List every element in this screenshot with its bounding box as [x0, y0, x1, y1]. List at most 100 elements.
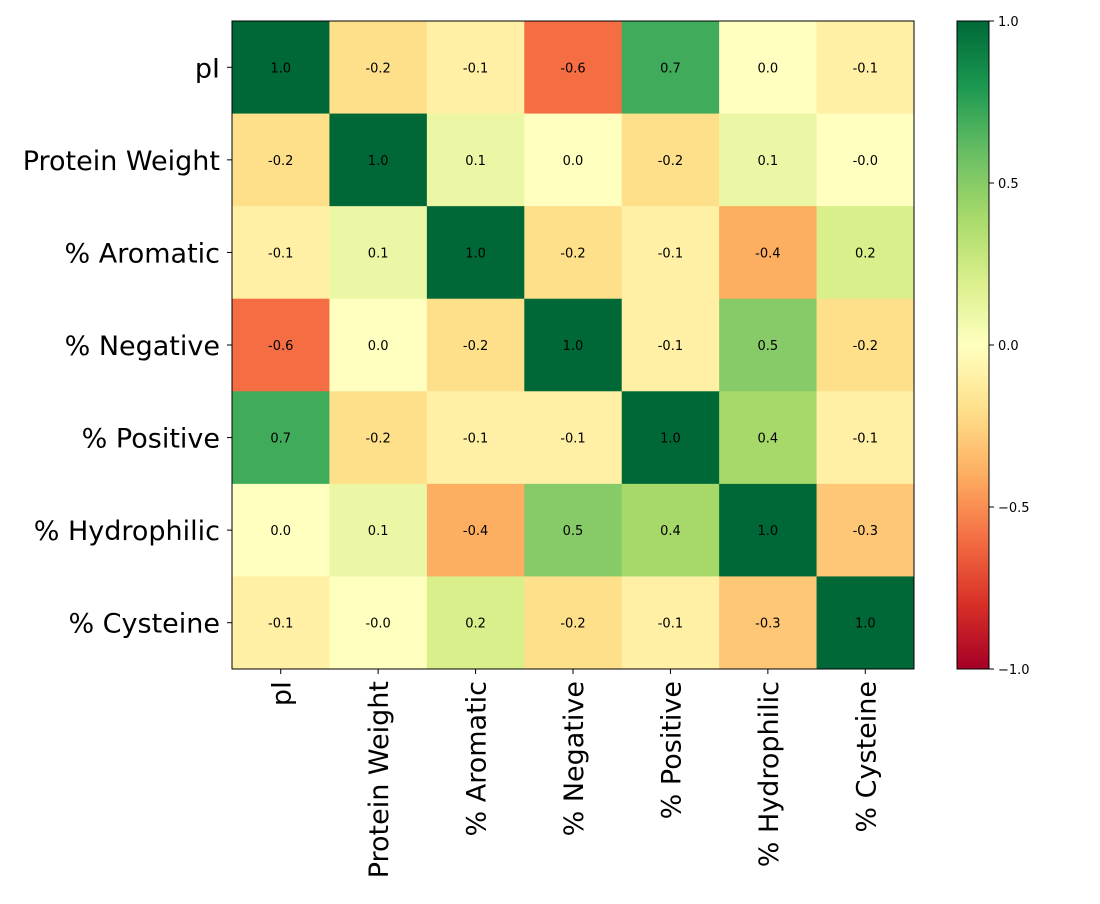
cell-value-label: -0.4 — [755, 246, 780, 261]
cell-value-label: -0.2 — [560, 617, 585, 632]
cell-value-label: -0.1 — [560, 432, 585, 447]
cell-value-label: 0.1 — [758, 154, 779, 169]
column-label: % Aromatic — [462, 681, 493, 837]
heatmap-cell — [524, 206, 623, 300]
heatmap-cell — [719, 576, 818, 670]
column-label: Protein Weight — [364, 681, 395, 878]
cell-value-label: 1.0 — [660, 432, 681, 447]
heatmap-cell — [524, 113, 623, 207]
heatmap-cell — [816, 21, 915, 115]
cell-value-label: -0.6 — [560, 61, 585, 76]
cell-value-label: -0.2 — [365, 432, 390, 447]
row-label: % Cysteine — [68, 609, 220, 640]
cell-value-label: -0.3 — [853, 524, 878, 539]
heatmap-cell — [621, 391, 720, 485]
heatmap-cell — [426, 391, 525, 485]
heatmap-cell — [621, 113, 720, 207]
cell-value-label: 0.5 — [758, 339, 779, 354]
heatmap-cell — [426, 206, 525, 300]
cell-value-label: -0.2 — [365, 61, 390, 76]
heatmap-cell — [816, 206, 915, 300]
cell-value-label: 0.2 — [465, 617, 486, 632]
heatmap-cell — [621, 21, 720, 115]
cell-value-label: 1.0 — [855, 617, 876, 632]
heatmap-cell — [426, 576, 525, 670]
heatmap-cell — [329, 21, 428, 115]
cell-value-label: -0.4 — [463, 524, 488, 539]
heatmap-cell — [719, 391, 818, 485]
cell-value-label: 0.7 — [660, 61, 681, 76]
cell-value-label: -0.1 — [463, 61, 488, 76]
heatmap-cell — [329, 113, 428, 207]
heatmap-cell — [816, 483, 915, 577]
colorbar: 1.0 0.5 0.0 −0.5 −1.0 — [956, 15, 1030, 678]
cell-value-label: -0.1 — [268, 246, 293, 261]
cell-value-label: 0.0 — [563, 154, 584, 169]
cell-value-label: -0.3 — [755, 617, 780, 632]
heatmap-cell — [621, 298, 720, 392]
heatmap-cell — [816, 298, 915, 392]
row-label: % Positive — [82, 424, 220, 455]
heatmap-cell — [524, 298, 623, 392]
heatmap-cell — [621, 206, 720, 300]
cell-value-label: 0.1 — [465, 154, 486, 169]
row-label: % Negative — [65, 331, 220, 362]
heatmap-cell — [621, 483, 720, 577]
colorbar-tick-label: −0.5 — [998, 501, 1030, 516]
cell-value-label: -0.1 — [268, 617, 293, 632]
heatmap-cell — [232, 113, 330, 207]
cell-value-label: -0.0 — [853, 154, 878, 169]
heatmap-cell — [719, 298, 818, 392]
cell-value-label: -0.2 — [560, 246, 585, 261]
column-label: % Positive — [656, 681, 687, 819]
row-label: % Hydrophilic — [34, 516, 220, 547]
heatmap-cell — [426, 113, 525, 207]
heatmap-cell — [719, 483, 818, 577]
colorbar-tick-label: 0.0 — [998, 339, 1019, 354]
cell-value-label: 1.0 — [368, 154, 389, 169]
cell-value-label: 0.4 — [660, 524, 681, 539]
colorbar-tick-label: 1.0 — [998, 15, 1019, 30]
cell-value-label: 0.1 — [368, 524, 389, 539]
heatmap-cell — [524, 483, 623, 577]
column-label: % Negative — [559, 681, 590, 836]
heatmap-cell — [232, 21, 330, 115]
heatmap-cell — [329, 576, 428, 670]
cell-value-label: 1.0 — [563, 339, 584, 354]
cell-value-label: -0.1 — [658, 339, 683, 354]
heatmap-cell — [426, 483, 525, 577]
cell-value-label: -0.2 — [268, 154, 293, 169]
cell-value-label: -0.1 — [658, 246, 683, 261]
column-labels: pI Protein Weight % Aromatic % Negative % Po… — [267, 669, 882, 878]
row-labels: pI Protein Weight % Aromatic % Negative % Po… — [23, 53, 232, 640]
heatmap-cell — [524, 391, 623, 485]
heatmap-cell — [329, 298, 428, 392]
heatmap-cell — [816, 391, 915, 485]
cell-value-label: -0.1 — [853, 432, 878, 447]
colorbar-tick-label: −1.0 — [998, 663, 1030, 678]
cell-value-label: 0.0 — [758, 61, 779, 76]
heatmap-cell — [719, 206, 818, 300]
cell-value-label: 1.0 — [758, 524, 779, 539]
cell-value-label: 1.0 — [270, 61, 291, 76]
row-label: pI — [195, 53, 220, 84]
cell-value-label: -0.2 — [658, 154, 683, 169]
heatmap-cell — [816, 113, 915, 207]
heatmap-cell — [232, 391, 330, 485]
cell-value-label: 0.0 — [270, 524, 291, 539]
heatmap-cell — [816, 576, 915, 670]
heatmap-cell — [329, 483, 428, 577]
heatmap-cell — [524, 21, 623, 115]
heatmap-cell — [232, 576, 330, 670]
cell-value-label: 0.4 — [758, 432, 779, 447]
heatmap-cell — [719, 113, 818, 207]
cell-value-label: 0.0 — [368, 339, 389, 354]
heatmap-cell — [524, 576, 623, 670]
heatmap-cell — [329, 391, 428, 485]
row-label: % Aromatic — [64, 238, 220, 269]
cell-value-label: 0.2 — [855, 246, 876, 261]
heatmap-cell — [232, 298, 330, 392]
cell-value-label: -0.1 — [658, 617, 683, 632]
cell-value-label: -0.0 — [365, 617, 390, 632]
